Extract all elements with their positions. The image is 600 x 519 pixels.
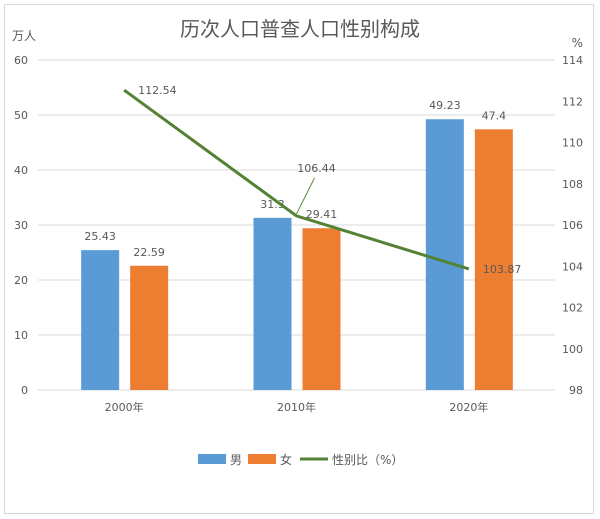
chart-frame [4, 4, 594, 514]
data-label: 22.59 [133, 246, 165, 259]
sex-ratio-line [123, 88, 470, 271]
y-tick-label: 30 [14, 219, 28, 232]
y2-tick-label: 104 [562, 260, 583, 273]
bar-male [425, 119, 464, 391]
data-label: 103.87 [483, 263, 522, 276]
legend-swatch [198, 454, 226, 464]
legend-swatch [248, 454, 276, 464]
y-tick-label: 60 [14, 54, 28, 67]
data-label: 112.54 [138, 84, 177, 97]
data-label: 25.43 [84, 230, 116, 243]
y2-tick-label: 108 [562, 178, 583, 191]
x-tick-label: 2010年 [277, 400, 316, 414]
bar-male [253, 217, 292, 390]
y2-tick-label: 114 [562, 54, 583, 67]
y-tick-label: 40 [14, 164, 28, 177]
y2-tick-label: 98 [569, 384, 583, 397]
bar-female [130, 265, 169, 390]
y-tick-label: 10 [14, 329, 28, 342]
y2-tick-label: 110 [562, 137, 583, 150]
legend-label: 男 [230, 453, 242, 467]
y-tick-label: 20 [14, 274, 28, 287]
leader-line [296, 177, 315, 215]
y-tick-label: 50 [14, 109, 28, 122]
y-axis-label: 万人 [12, 29, 36, 43]
data-label: 49.23 [429, 99, 461, 112]
x-tick-label: 2000年 [105, 400, 144, 414]
y2-tick-label: 100 [562, 343, 583, 356]
y-tick-label: 0 [21, 384, 28, 397]
y2-tick-label: 112 [562, 95, 583, 108]
data-label: 47.4 [482, 109, 507, 122]
y2-axis-label: % [572, 36, 583, 50]
x-tick-label: 2020年 [449, 400, 488, 414]
legend-label: 性别比（%） [332, 453, 403, 467]
data-label: 106.44 [297, 162, 336, 175]
y2-tick-label: 102 [562, 302, 583, 315]
bar-male [81, 250, 120, 390]
legend-label: 女 [280, 452, 292, 467]
y2-tick-label: 106 [562, 219, 583, 232]
chart-title: 历次人口普查人口性别构成 [180, 17, 420, 41]
bar-female [302, 228, 341, 390]
data-label: 29.41 [306, 208, 338, 221]
bar-female [474, 129, 513, 391]
